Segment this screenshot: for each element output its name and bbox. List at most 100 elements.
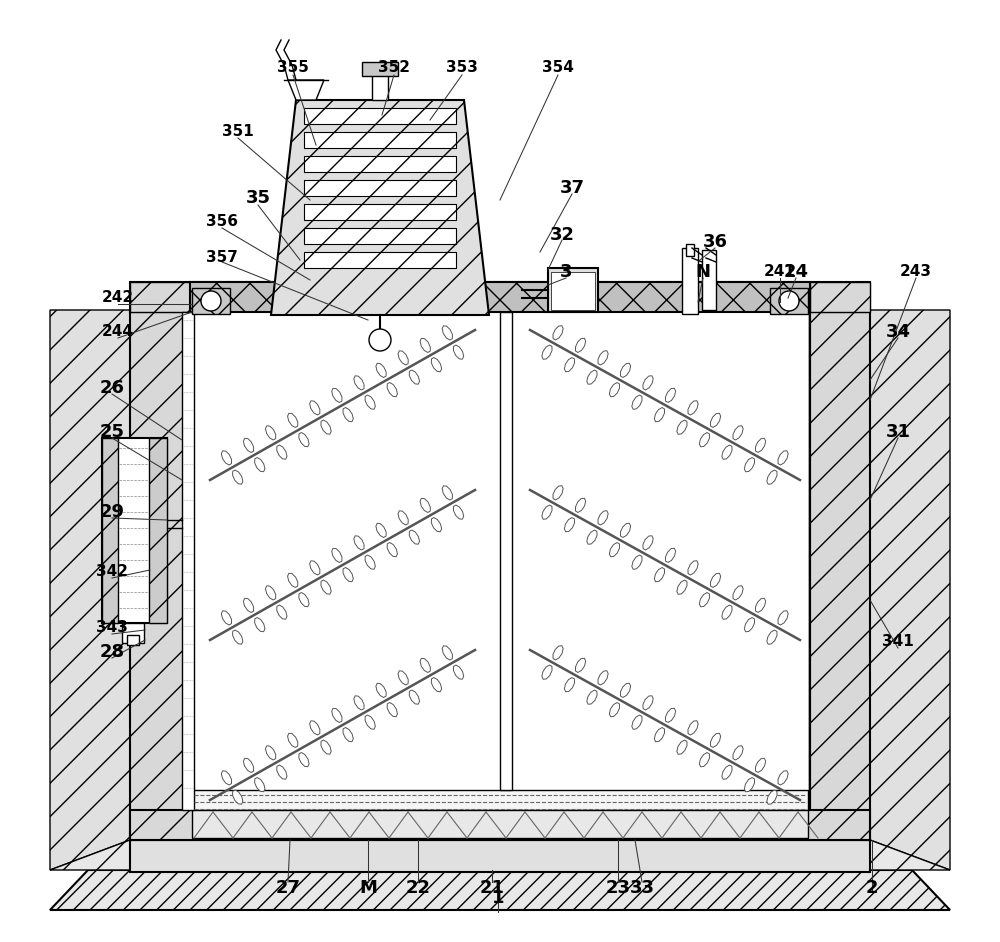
Text: 27: 27 <box>276 879 300 897</box>
Bar <box>682 248 698 314</box>
Text: 341: 341 <box>882 635 914 649</box>
Polygon shape <box>277 765 287 779</box>
Polygon shape <box>376 524 386 538</box>
Polygon shape <box>870 310 950 870</box>
Bar <box>190 282 810 312</box>
Text: 355: 355 <box>277 60 309 75</box>
Polygon shape <box>553 645 563 660</box>
Polygon shape <box>102 438 118 623</box>
Polygon shape <box>130 310 190 840</box>
Polygon shape <box>553 326 563 340</box>
Text: 25: 25 <box>100 423 124 441</box>
Polygon shape <box>643 536 653 550</box>
Polygon shape <box>365 395 375 409</box>
Polygon shape <box>767 630 777 644</box>
Polygon shape <box>755 758 766 772</box>
Polygon shape <box>387 703 397 717</box>
Text: 22: 22 <box>406 879 430 897</box>
Text: 352: 352 <box>378 60 410 75</box>
Polygon shape <box>332 548 342 562</box>
Text: N: N <box>696 263 710 281</box>
Text: 244: 244 <box>102 324 134 339</box>
Polygon shape <box>409 690 420 705</box>
Polygon shape <box>778 450 788 465</box>
Polygon shape <box>149 438 167 623</box>
Polygon shape <box>321 420 331 434</box>
Polygon shape <box>688 560 698 575</box>
Polygon shape <box>810 310 870 840</box>
Polygon shape <box>255 777 265 791</box>
Polygon shape <box>343 567 353 582</box>
Polygon shape <box>688 721 698 735</box>
Bar <box>500 312 512 790</box>
Polygon shape <box>564 517 575 532</box>
Polygon shape <box>288 80 324 100</box>
Polygon shape <box>265 586 276 600</box>
Polygon shape <box>632 555 642 569</box>
Polygon shape <box>431 677 442 691</box>
Text: M: M <box>359 879 377 897</box>
Polygon shape <box>265 746 276 760</box>
Polygon shape <box>677 580 687 594</box>
Bar <box>192 288 230 314</box>
Text: 24: 24 <box>784 263 808 281</box>
Polygon shape <box>321 580 331 594</box>
Polygon shape <box>50 310 130 870</box>
Bar <box>130 282 870 312</box>
Polygon shape <box>665 708 676 723</box>
Polygon shape <box>376 364 386 378</box>
Polygon shape <box>299 432 309 447</box>
Polygon shape <box>354 696 364 710</box>
Polygon shape <box>453 665 464 679</box>
Circle shape <box>201 291 221 311</box>
Polygon shape <box>354 536 364 550</box>
Polygon shape <box>255 618 265 632</box>
Text: 26: 26 <box>100 379 124 397</box>
Polygon shape <box>542 505 552 519</box>
Polygon shape <box>387 543 397 557</box>
Polygon shape <box>332 388 342 402</box>
Polygon shape <box>233 630 243 644</box>
Polygon shape <box>665 388 676 402</box>
Polygon shape <box>699 432 710 447</box>
Text: 3: 3 <box>560 263 572 281</box>
Bar <box>122 623 144 643</box>
Polygon shape <box>778 771 788 785</box>
Polygon shape <box>733 586 743 600</box>
Polygon shape <box>420 498 430 512</box>
Polygon shape <box>50 870 950 910</box>
Bar <box>304 228 456 244</box>
Polygon shape <box>409 370 420 384</box>
Polygon shape <box>376 683 386 697</box>
Polygon shape <box>654 727 665 741</box>
Polygon shape <box>221 771 232 785</box>
Polygon shape <box>271 100 489 315</box>
Polygon shape <box>688 400 698 414</box>
Polygon shape <box>677 420 687 434</box>
Polygon shape <box>598 350 608 365</box>
Polygon shape <box>609 382 620 397</box>
Polygon shape <box>365 715 375 729</box>
Polygon shape <box>699 753 710 767</box>
Polygon shape <box>442 486 452 500</box>
Polygon shape <box>744 618 755 632</box>
Polygon shape <box>343 408 353 422</box>
Text: 351: 351 <box>222 124 254 139</box>
Polygon shape <box>453 345 464 359</box>
Polygon shape <box>310 400 320 415</box>
Polygon shape <box>643 696 653 710</box>
Text: 242: 242 <box>102 290 134 305</box>
Polygon shape <box>744 777 755 792</box>
Polygon shape <box>632 715 642 729</box>
Polygon shape <box>398 350 408 365</box>
Polygon shape <box>354 376 364 390</box>
Polygon shape <box>767 790 777 804</box>
Bar <box>702 250 716 310</box>
Bar <box>304 252 456 268</box>
Text: 343: 343 <box>96 621 128 636</box>
Polygon shape <box>710 414 721 428</box>
Polygon shape <box>575 338 586 352</box>
Polygon shape <box>288 733 298 747</box>
Text: 356: 356 <box>206 215 238 230</box>
Polygon shape <box>654 567 665 582</box>
